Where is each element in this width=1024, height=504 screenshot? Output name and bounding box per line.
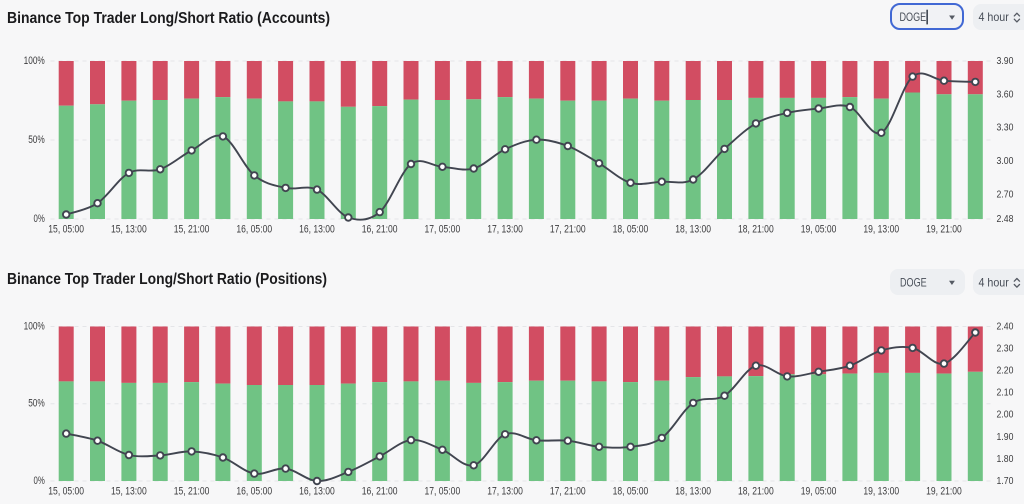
svg-text:3.30: 3.30	[997, 123, 1014, 134]
svg-text:19, 21:00: 19, 21:00	[926, 224, 962, 236]
svg-text:18, 21:00: 18, 21:00	[738, 224, 774, 236]
svg-text:16, 21:00: 16, 21:00	[362, 486, 398, 498]
svg-text:1.70: 1.70	[997, 476, 1014, 487]
svg-text:Binance Top Trader Long/Short: Binance Top Trader Long/Short Ratio (Acc…	[7, 10, 330, 27]
svg-text:DOGE: DOGE	[900, 10, 927, 24]
svg-text:18, 21:00: 18, 21:00	[738, 486, 774, 498]
svg-text:16, 13:00: 16, 13:00	[299, 486, 335, 498]
svg-text:19, 05:00: 19, 05:00	[801, 486, 837, 498]
svg-text:18, 05:00: 18, 05:00	[613, 486, 649, 498]
svg-text:0%: 0%	[34, 475, 45, 487]
svg-text:2.70: 2.70	[997, 189, 1014, 200]
svg-text:0%: 0%	[34, 213, 45, 225]
svg-text:15, 21:00: 15, 21:00	[174, 486, 210, 498]
svg-text:16, 13:00: 16, 13:00	[299, 224, 335, 236]
svg-text:100%: 100%	[24, 55, 45, 67]
svg-text:16, 21:00: 16, 21:00	[362, 224, 398, 236]
svg-text:19, 13:00: 19, 13:00	[863, 224, 899, 236]
svg-text:18, 13:00: 18, 13:00	[675, 486, 711, 498]
svg-text:19, 21:00: 19, 21:00	[926, 486, 962, 498]
svg-text:17, 13:00: 17, 13:00	[487, 224, 523, 236]
svg-text:2.10: 2.10	[997, 388, 1014, 399]
svg-text:18, 13:00: 18, 13:00	[675, 224, 711, 236]
svg-text:15, 13:00: 15, 13:00	[111, 486, 147, 498]
svg-text:17, 21:00: 17, 21:00	[550, 224, 586, 236]
svg-text:16, 05:00: 16, 05:00	[236, 486, 272, 498]
svg-text:3.90: 3.90	[997, 56, 1014, 67]
svg-text:3.00: 3.00	[997, 156, 1014, 167]
svg-text:15, 05:00: 15, 05:00	[48, 224, 84, 236]
svg-text:100%: 100%	[24, 320, 45, 332]
svg-text:2.48: 2.48	[997, 214, 1014, 225]
svg-text:17, 05:00: 17, 05:00	[425, 486, 461, 498]
svg-text:2.40: 2.40	[997, 321, 1014, 332]
svg-text:15, 13:00: 15, 13:00	[111, 224, 147, 236]
svg-text:19, 05:00: 19, 05:00	[801, 224, 837, 236]
svg-text:15, 05:00: 15, 05:00	[48, 486, 84, 498]
svg-text:4 hour: 4 hour	[979, 275, 1009, 289]
svg-text:2.20: 2.20	[997, 366, 1014, 377]
svg-text:16, 05:00: 16, 05:00	[236, 224, 272, 236]
svg-text:17, 21:00: 17, 21:00	[550, 486, 586, 498]
svg-text:18, 05:00: 18, 05:00	[613, 224, 649, 236]
svg-text:19, 13:00: 19, 13:00	[863, 486, 899, 498]
svg-text:50%: 50%	[28, 134, 45, 146]
svg-text:1.80: 1.80	[997, 454, 1014, 465]
svg-text:Binance Top Trader Long/Short: Binance Top Trader Long/Short Ratio (Pos…	[7, 271, 327, 288]
svg-text:4 hour: 4 hour	[979, 10, 1009, 24]
svg-text:1.90: 1.90	[997, 432, 1014, 443]
svg-text:3.60: 3.60	[997, 89, 1014, 100]
svg-text:15, 21:00: 15, 21:00	[174, 224, 210, 236]
svg-text:2.30: 2.30	[997, 344, 1014, 355]
svg-text:17, 13:00: 17, 13:00	[487, 486, 523, 498]
svg-text:2.00: 2.00	[997, 410, 1014, 421]
svg-text:50%: 50%	[28, 398, 45, 410]
svg-text:17, 05:00: 17, 05:00	[425, 224, 461, 236]
svg-text:DOGE: DOGE	[900, 275, 927, 289]
